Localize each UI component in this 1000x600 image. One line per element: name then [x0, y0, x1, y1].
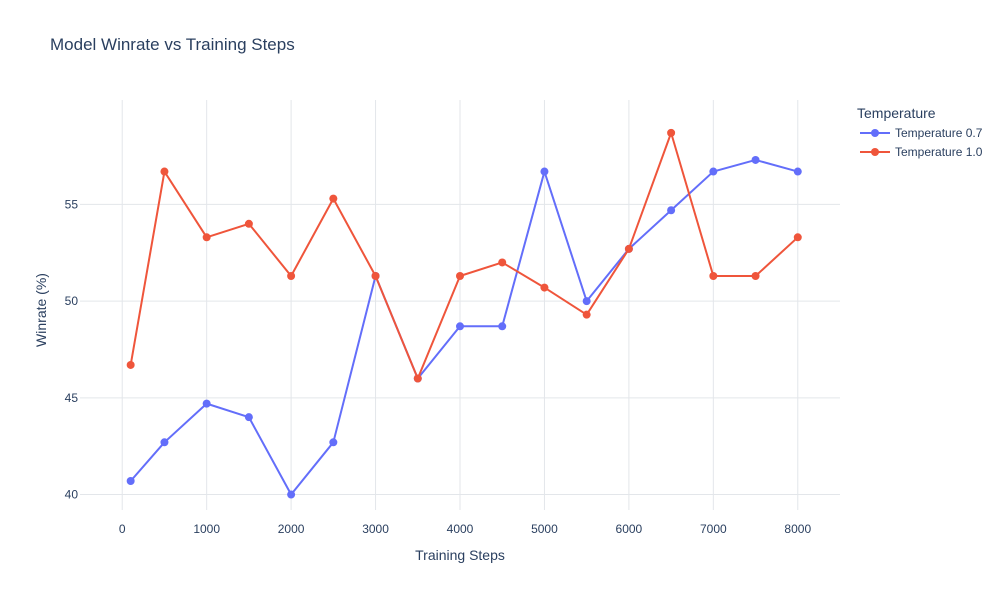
data-point [126, 476, 135, 485]
y-tick-label: 50 [65, 294, 79, 308]
data-point [498, 322, 507, 331]
data-point [244, 219, 253, 228]
data-point [413, 374, 422, 383]
x-tick-label: 0 [119, 522, 126, 536]
legend-marker [871, 148, 879, 156]
series-1 [126, 155, 802, 499]
data-point [329, 194, 338, 203]
data-point [540, 283, 549, 292]
series-layer [126, 128, 802, 499]
x-axis-label: Training Steps [415, 547, 505, 563]
data-point [793, 167, 802, 176]
grid-layer [80, 100, 840, 510]
data-point [582, 297, 591, 306]
data-point [329, 438, 338, 447]
data-point [709, 271, 718, 280]
data-point [456, 271, 464, 280]
legend-item[interactable]: Temperature 0.7 [860, 126, 983, 140]
y-axis-label: Winrate (%) [33, 273, 49, 347]
legend: Temperature Temperature 0.7 Temperature 1… [857, 105, 983, 159]
data-point [540, 167, 549, 176]
x-tick-label: 6000 [616, 522, 643, 536]
x-tick-label: 5000 [531, 522, 558, 536]
x-tick-label: 1000 [193, 522, 220, 536]
data-point [456, 322, 464, 331]
data-point [202, 399, 211, 408]
data-point [751, 155, 760, 164]
data-point [793, 233, 802, 242]
x-tick-label: 7000 [700, 522, 727, 536]
y-tick-label: 55 [65, 197, 79, 211]
chart-title: Model Winrate vs Training Steps [50, 35, 295, 54]
data-point [287, 271, 296, 280]
x-tick-label: 4000 [447, 522, 474, 536]
data-point [126, 360, 135, 369]
data-point [244, 413, 253, 422]
series-line [129, 158, 799, 496]
data-point [667, 206, 676, 215]
data-point [287, 490, 296, 499]
legend-marker [871, 129, 879, 137]
legend-item[interactable]: Temperature 1.0 [860, 145, 983, 159]
x-tick-label: 3000 [362, 522, 389, 536]
x-tick-label: 8000 [784, 522, 811, 536]
legend-title: Temperature [857, 105, 936, 121]
series-line [129, 131, 799, 380]
data-point [751, 271, 760, 280]
data-point [498, 258, 507, 267]
tick-layer: 0 1000 2000 3000 4000 5000 6000 7000 8000 40 45 50 5… [65, 197, 812, 536]
series-2 [126, 128, 802, 383]
data-point [160, 167, 169, 176]
y-tick-label: 40 [65, 488, 79, 502]
data-point [667, 128, 676, 137]
data-point [202, 233, 211, 242]
data-point [582, 310, 591, 319]
data-point [160, 438, 169, 447]
data-point [371, 271, 380, 280]
y-tick-label: 45 [65, 391, 79, 405]
data-point [624, 244, 633, 253]
legend-label: Temperature 0.7 [895, 126, 983, 140]
legend-label: Temperature 1.0 [895, 145, 983, 159]
data-point [709, 167, 718, 176]
x-tick-label: 2000 [278, 522, 305, 536]
